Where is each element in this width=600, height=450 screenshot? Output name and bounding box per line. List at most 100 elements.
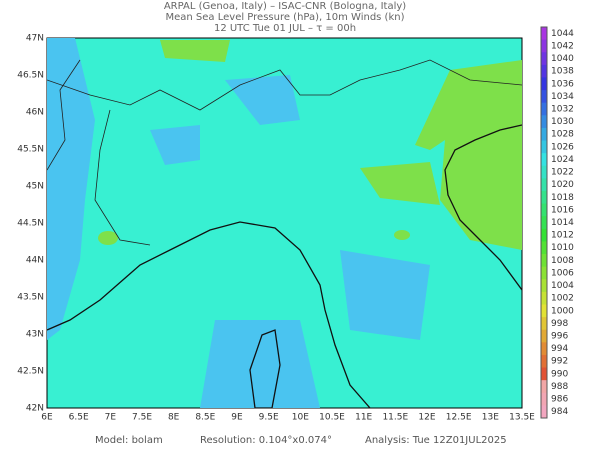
colorbar-label: 1010 bbox=[551, 243, 574, 253]
colorbar-label: 1004 bbox=[551, 281, 574, 291]
header-line: Mean Sea Level Pressure (hPa), 10m Winds… bbox=[166, 12, 405, 23]
colorbar-swatch bbox=[541, 317, 547, 331]
x-axis-label: 12E bbox=[418, 413, 435, 423]
colorbar-label: 988 bbox=[551, 382, 568, 392]
y-axis-label: 43.5N bbox=[17, 293, 44, 303]
colorbar-label: 1008 bbox=[551, 256, 574, 266]
colorbar-swatch bbox=[541, 77, 547, 91]
colorbar-swatch bbox=[541, 165, 547, 179]
border bbox=[47, 59, 522, 111]
colorbar-label: 1002 bbox=[551, 294, 574, 304]
header: ARPAL (Genoa, Italy) – ISAC-CNR (Bologna… bbox=[164, 1, 406, 34]
colorbar-label: 998 bbox=[551, 319, 568, 329]
coastline bbox=[47, 221, 371, 408]
footer: Model: bolam Resolution: 0.104°x0.074° A… bbox=[95, 435, 507, 446]
coastline bbox=[249, 329, 281, 408]
map bbox=[46, 37, 523, 409]
colorbar-swatch bbox=[541, 254, 547, 268]
colorbar-swatch bbox=[541, 241, 547, 255]
colorbar-swatch bbox=[541, 291, 547, 305]
colorbar-label: 1016 bbox=[551, 205, 574, 215]
colorbar-swatch bbox=[541, 279, 547, 293]
colorbar-swatch bbox=[541, 266, 547, 280]
y-axis-label: 43N bbox=[26, 330, 44, 340]
x-axis-label: 6.5E bbox=[69, 413, 89, 423]
colorbar-label: 1024 bbox=[551, 155, 574, 165]
low-area bbox=[150, 125, 200, 165]
border bbox=[94, 109, 151, 246]
colorbar-label: 1042 bbox=[551, 41, 574, 51]
y-axis-label: 46N bbox=[26, 108, 44, 118]
colorbar-label: 1038 bbox=[551, 67, 574, 77]
colorbar-swatch bbox=[541, 102, 547, 116]
colorbar-label: 1006 bbox=[551, 268, 574, 278]
colorbar-swatch bbox=[541, 52, 547, 66]
low-area bbox=[225, 75, 300, 125]
colorbar-label: 1012 bbox=[551, 231, 574, 241]
high-area bbox=[394, 230, 410, 240]
colorbar-swatch bbox=[541, 90, 547, 104]
colorbar-label: 1028 bbox=[551, 130, 574, 140]
colorbar-swatch bbox=[541, 64, 547, 78]
header-line: ARPAL (Genoa, Italy) – ISAC-CNR (Bologna… bbox=[164, 1, 406, 12]
colorbar-label: 986 bbox=[551, 395, 568, 405]
border bbox=[47, 59, 81, 171]
x-axis-label: 6E bbox=[41, 413, 53, 423]
x-axis-label: 11.5E bbox=[382, 413, 408, 423]
colorbar-swatch bbox=[541, 228, 547, 242]
y-axis-label: 45.5N bbox=[17, 145, 44, 155]
colorbar-label: 1022 bbox=[551, 168, 574, 178]
colorbar-label: 1044 bbox=[551, 29, 574, 39]
colorbar-swatch bbox=[541, 367, 547, 381]
colorbar-swatch bbox=[541, 27, 547, 41]
x-axis-label: 8.5E bbox=[195, 413, 215, 423]
colorbar-swatch bbox=[541, 216, 547, 230]
y-axis-label: 47N bbox=[26, 34, 44, 44]
x-axis-label: 12.5E bbox=[446, 413, 472, 423]
y-axis-label: 42.5N bbox=[17, 367, 44, 377]
colorbar-label: 996 bbox=[551, 332, 568, 342]
y-axis-label: 46.5N bbox=[17, 71, 44, 81]
colorbar-label: 1018 bbox=[551, 193, 574, 203]
high-area bbox=[360, 162, 440, 205]
high-area bbox=[160, 40, 230, 62]
x-axis-label: 10E bbox=[292, 413, 309, 423]
x-axis-label: 9.5E bbox=[259, 413, 279, 423]
high-area bbox=[415, 60, 522, 250]
x-axis-label: 13E bbox=[482, 413, 499, 423]
x-axis-label: 8E bbox=[168, 413, 180, 423]
pressure-fields bbox=[47, 38, 522, 408]
colorbar-swatch bbox=[541, 115, 547, 129]
x-axis-label: 13.5E bbox=[509, 413, 535, 423]
colorbar-swatch bbox=[541, 380, 547, 394]
y-axis-label: 42N bbox=[26, 404, 44, 414]
low-area bbox=[47, 38, 95, 340]
colorbar-swatch bbox=[541, 140, 547, 154]
colorbar-label: 1014 bbox=[551, 218, 574, 228]
colorbar-label: 1040 bbox=[551, 54, 574, 64]
colorbar-label: 994 bbox=[551, 344, 568, 354]
x-axis-label: 10.5E bbox=[319, 413, 345, 423]
colorbar-swatch bbox=[541, 354, 547, 369]
x-axis-label: 7E bbox=[105, 413, 117, 423]
colorbar-label: 1020 bbox=[551, 180, 574, 190]
footer-text: Model: bolam bbox=[95, 435, 163, 446]
colorbar-label: 1034 bbox=[551, 92, 574, 102]
x-axis-label: 11E bbox=[355, 413, 372, 423]
y-axis-label: 44.5N bbox=[17, 219, 44, 229]
colorbar-swatch bbox=[541, 203, 547, 217]
x-axis-label: 7.5E bbox=[132, 413, 152, 423]
colorbar-swatch bbox=[541, 329, 547, 343]
y-axis-label: 45N bbox=[26, 182, 44, 192]
header-line: 12 UTC Tue 01 JUL – τ = 00h bbox=[214, 23, 356, 34]
colorbar-swatch bbox=[541, 304, 547, 318]
footer-text: Analysis: Tue 12Z01JUL2025 bbox=[365, 435, 507, 446]
colorbar-label: 990 bbox=[551, 369, 568, 379]
colorbar-label: 1000 bbox=[551, 306, 574, 316]
high-area bbox=[98, 231, 118, 245]
colorbar-label: 1030 bbox=[551, 117, 574, 127]
x-axis-label: 9E bbox=[231, 413, 243, 423]
colorbar-swatch bbox=[541, 153, 547, 167]
low-area bbox=[340, 250, 430, 340]
